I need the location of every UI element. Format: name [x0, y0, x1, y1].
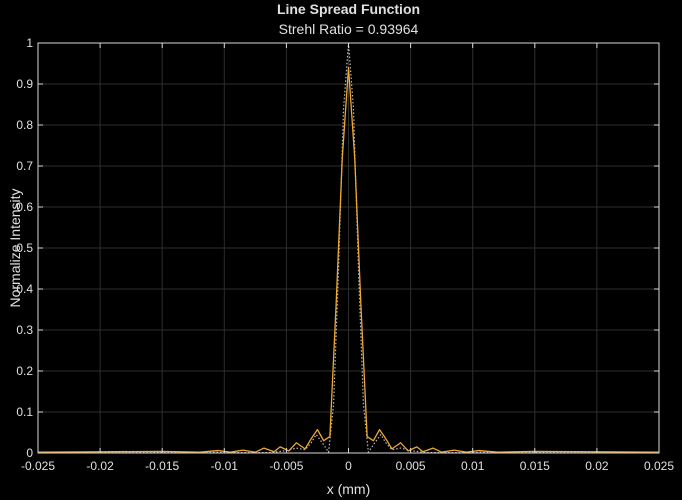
x-tick-labels: -0.025 -0.02 -0.015 -0.01 -0.005 0 0.005 0.01 0.… — [21, 459, 674, 473]
series-line-solid — [37, 66, 660, 453]
x-tick-label: -0.02 — [86, 459, 114, 473]
y-tick-label: 0.7 — [16, 159, 33, 173]
y-tick-label: 0.4 — [16, 282, 33, 296]
y-tick-label: 0 — [26, 446, 33, 460]
x-tick-label: 0.01 — [461, 459, 485, 473]
x-tick-label: 0.02 — [585, 459, 609, 473]
x-tick-label: -0.01 — [211, 459, 239, 473]
y-tick-label: 0.3 — [16, 323, 33, 337]
x-axis-label: x (mm) — [327, 481, 371, 497]
chart-subtitle: Strehl Ratio = 0.93964 — [279, 21, 419, 37]
y-tick-label: 0.6 — [16, 200, 33, 214]
ticks — [37, 42, 660, 454]
x-tick-label: -0.005 — [269, 459, 303, 473]
x-tick-label: 0 — [345, 459, 352, 473]
grid — [37, 42, 660, 454]
y-tick-labels: 0 0.1 0.2 0.3 0.4 0.5 0.6 0.7 0.8 0.9 1 — [16, 36, 33, 460]
chart-title: Line Spread Function — [277, 1, 420, 17]
x-tick-label: 0.025 — [644, 459, 674, 473]
x-tick-label: -0.015 — [145, 459, 179, 473]
y-tick-label: 0.2 — [16, 364, 33, 378]
y-tick-label: 1 — [26, 36, 33, 50]
y-tick-label: 0.8 — [16, 118, 33, 132]
x-tick-label: 0.015 — [520, 459, 550, 473]
x-tick-label: 0.005 — [396, 459, 426, 473]
x-tick-label: -0.025 — [21, 459, 55, 473]
y-tick-label: 0.9 — [16, 77, 33, 91]
y-tick-label: 0.5 — [16, 241, 33, 255]
y-tick-label: 0.1 — [16, 405, 33, 419]
y-axis-label: Normalize Intensity — [7, 188, 23, 307]
